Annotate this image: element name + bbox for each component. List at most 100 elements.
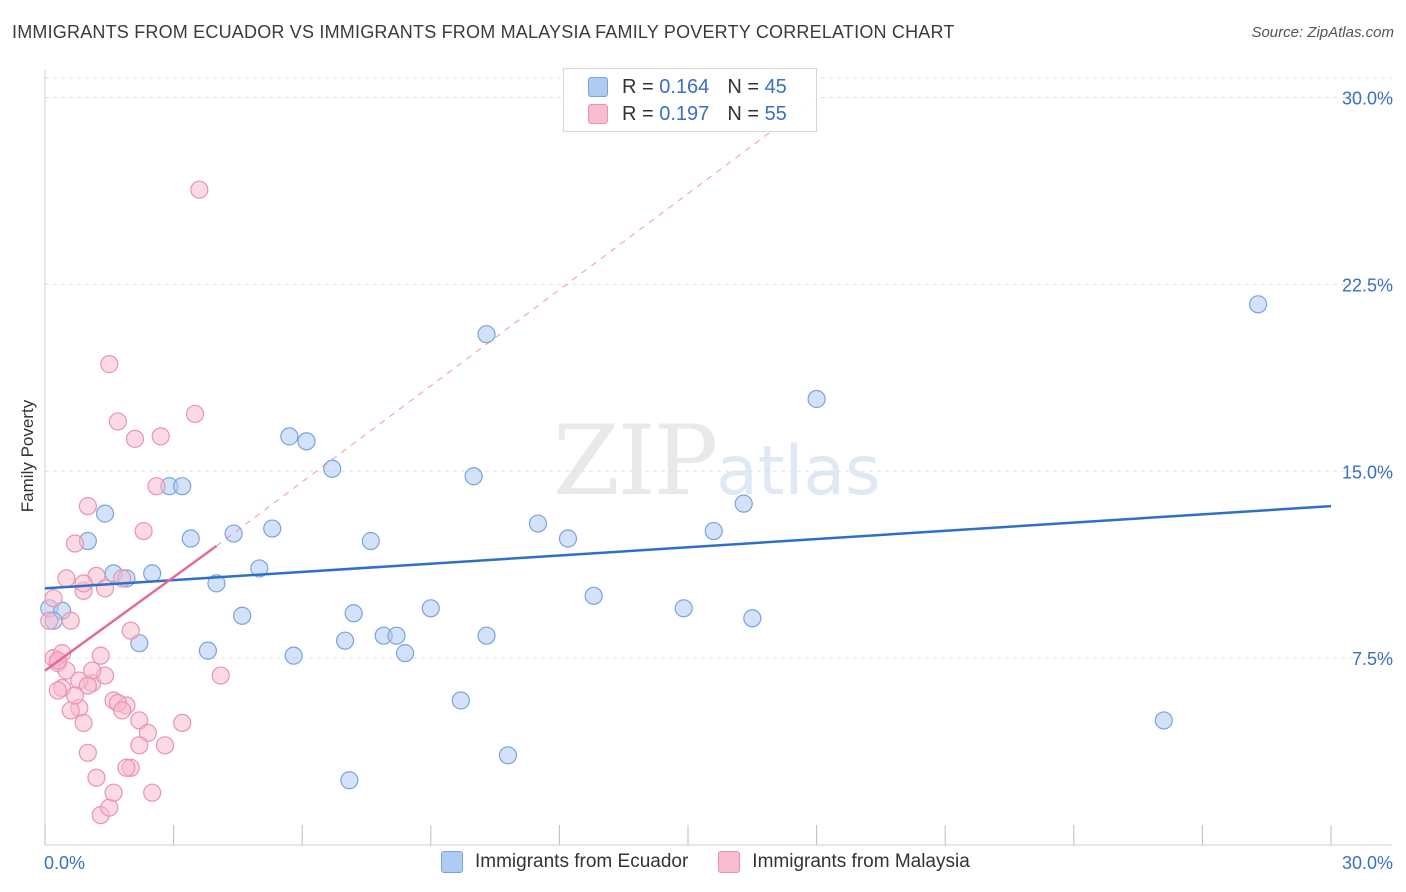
ecuador-point bbox=[173, 477, 192, 496]
malaysia-point bbox=[74, 574, 93, 593]
malaysia-n-value: 55 bbox=[764, 102, 787, 125]
malaysia-point bbox=[151, 427, 170, 446]
malaysia-point bbox=[65, 686, 85, 705]
malaysia-swatch bbox=[588, 104, 608, 124]
ecuador-n-value: 45 bbox=[764, 75, 787, 98]
malaysia-point bbox=[121, 621, 140, 640]
malaysia-r-value: 0.197 bbox=[659, 102, 710, 125]
malaysia-point bbox=[100, 355, 119, 374]
malaysia-point bbox=[87, 768, 106, 787]
ecuador-point bbox=[395, 644, 415, 663]
malaysia-legend-label: Immigrants from Malaysia bbox=[752, 851, 970, 872]
ecuador-point bbox=[361, 531, 380, 551]
malaysia-point bbox=[147, 477, 166, 496]
ecuador-point bbox=[1154, 711, 1173, 730]
ecuador-point bbox=[181, 529, 200, 548]
malaysia-point bbox=[125, 429, 145, 448]
ecuador-point bbox=[528, 514, 548, 533]
malaysia-point bbox=[143, 783, 162, 802]
source-credit: Source: ZipAtlas.com bbox=[1251, 24, 1394, 41]
malaysia-point bbox=[78, 497, 97, 516]
ecuador-point bbox=[335, 631, 355, 650]
ecuador-point bbox=[207, 574, 226, 593]
legend-item-malaysia[interactable]: Immigrants from Malaysia bbox=[718, 851, 970, 873]
malaysia-point bbox=[61, 611, 80, 630]
malaysia-n-label: N = bbox=[727, 102, 759, 125]
malaysia-point bbox=[117, 758, 136, 777]
y-tick-label: 22.5% bbox=[1342, 275, 1393, 295]
malaysia-point bbox=[61, 701, 80, 720]
ecuador-point bbox=[477, 325, 496, 344]
malaysia-point bbox=[44, 589, 63, 608]
malaysia-point bbox=[40, 611, 59, 630]
ecuador-point bbox=[344, 604, 363, 623]
malaysia-point bbox=[83, 661, 102, 680]
malaysia-point bbox=[108, 412, 127, 431]
ecuador-point bbox=[297, 432, 316, 451]
ecuador-point bbox=[1249, 295, 1268, 314]
malaysia-trend-extension bbox=[216, 97, 817, 547]
ecuador-point bbox=[130, 634, 149, 653]
malaysia-point bbox=[74, 713, 93, 733]
malaysia-point bbox=[95, 579, 115, 598]
x-tick-label: 30.0% bbox=[1342, 853, 1393, 873]
trend-lines bbox=[44, 97, 1332, 672]
malaysia-legend-swatch bbox=[718, 851, 741, 873]
malaysia-point bbox=[211, 666, 230, 685]
legend-item-ecuador[interactable]: Immigrants from Ecuador bbox=[441, 851, 688, 873]
ecuador-point bbox=[734, 494, 753, 513]
ecuador-trend-line bbox=[44, 504, 1332, 590]
chart-title: IMMIGRANTS FROM ECUADOR VS IMMIGRANTS FR… bbox=[12, 22, 955, 42]
y-tick-label: 15.0% bbox=[1342, 462, 1393, 482]
malaysia-point bbox=[155, 736, 175, 755]
y-tick-label: 7.5% bbox=[1352, 649, 1393, 669]
ecuador-r-label: R = bbox=[622, 75, 654, 98]
ecuador-n-label: N = bbox=[727, 75, 759, 98]
grid-lines bbox=[45, 77, 1392, 659]
x-tick-label: 0.0% bbox=[44, 853, 85, 873]
y-tick-label: 30.0% bbox=[1342, 89, 1393, 109]
ecuador-r-value: 0.164 bbox=[659, 75, 710, 98]
ecuador-point bbox=[250, 559, 269, 578]
ecuador-point bbox=[280, 427, 299, 446]
ecuador-point bbox=[284, 646, 303, 665]
legend-row-ecuador: R = 0.164 N = 45 bbox=[588, 74, 787, 100]
malaysia-point bbox=[100, 798, 119, 817]
malaysia-point bbox=[57, 569, 76, 588]
ecuador-swatch bbox=[588, 77, 608, 97]
ecuador-point bbox=[704, 521, 723, 541]
ecuador-point bbox=[323, 459, 342, 478]
ecuador-point bbox=[387, 626, 406, 645]
ecuador-legend-label: Immigrants from Ecuador bbox=[475, 851, 689, 872]
correlation-legend: R = 0.164 N = 45 R = 0.197 N = 55 bbox=[563, 68, 817, 132]
ecuador-point bbox=[340, 771, 359, 790]
malaysia-trend-line bbox=[44, 544, 218, 672]
ecuador-point bbox=[584, 586, 603, 605]
ecuador-legend-swatch bbox=[441, 851, 463, 873]
malaysia-point bbox=[130, 736, 149, 755]
malaysia-point bbox=[134, 521, 153, 541]
tick-labels: 7.5% 15.0% 22.5% 30.0% 0.0% 30.0% bbox=[44, 89, 1393, 874]
malaysia-point bbox=[138, 723, 157, 742]
malaysia-point bbox=[78, 676, 97, 695]
axes bbox=[44, 70, 1392, 846]
malaysia-point bbox=[48, 681, 67, 700]
ecuador-point bbox=[558, 529, 578, 548]
data-points bbox=[40, 180, 1268, 825]
ecuador-point bbox=[477, 626, 496, 645]
malaysia-point bbox=[113, 701, 132, 720]
malaysia-point bbox=[190, 180, 209, 199]
malaysia-point bbox=[173, 713, 192, 733]
ecuador-point bbox=[674, 599, 693, 618]
malaysia-r-label: R = bbox=[622, 102, 654, 125]
ecuador-point bbox=[807, 389, 826, 409]
malaysia-point bbox=[78, 743, 97, 762]
series-legend: Immigrants from Ecuador Immigrants from … bbox=[441, 851, 1000, 873]
ecuador-point bbox=[233, 606, 252, 625]
watermark-zip: ZIP bbox=[553, 405, 718, 517]
malaysia-point bbox=[130, 711, 149, 730]
malaysia-point bbox=[65, 534, 85, 553]
malaysia-point bbox=[185, 404, 205, 424]
legend-row-malaysia: R = 0.197 N = 55 bbox=[588, 101, 787, 127]
